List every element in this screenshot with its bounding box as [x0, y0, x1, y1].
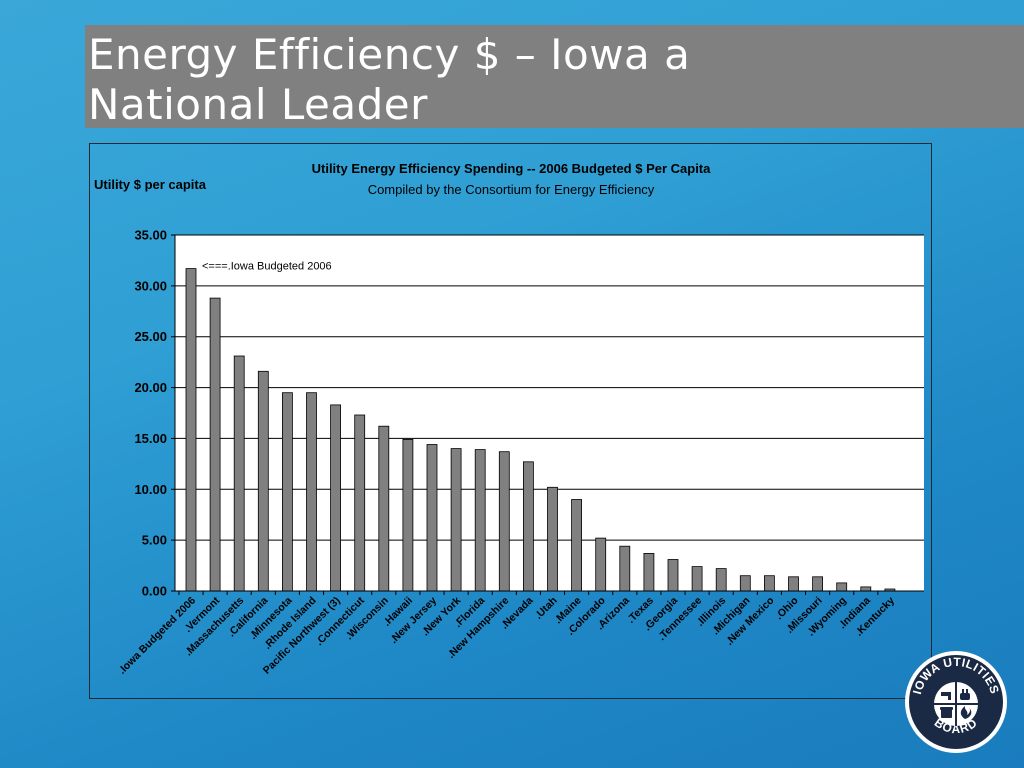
bar — [643, 552, 655, 592]
bar — [715, 568, 727, 592]
bar — [739, 575, 751, 592]
y-tick-label: 5.00 — [142, 533, 167, 548]
chart-annotation: <===.Iowa Budgeted 2006 — [202, 261, 332, 273]
y-tick-label: 35.00 — [134, 228, 167, 243]
y-tick-label: 20.00 — [134, 380, 167, 395]
chart-svg: Utility Energy Efficiency Spending -- 20… — [94, 161, 924, 677]
y-tick-label: 0.00 — [142, 584, 167, 599]
bar — [667, 559, 679, 592]
bar — [474, 449, 486, 592]
bar — [257, 370, 269, 592]
bar — [354, 414, 366, 592]
bar — [764, 575, 775, 592]
bar — [812, 576, 823, 592]
bar — [498, 451, 510, 592]
bar — [233, 355, 245, 592]
bar — [330, 404, 342, 592]
bar — [281, 392, 293, 592]
bar — [619, 545, 631, 592]
y-tick-label: 25.00 — [134, 329, 167, 344]
bar — [209, 297, 221, 592]
y-tick-label: 10.00 — [134, 482, 167, 497]
bar — [595, 537, 607, 592]
bar — [450, 448, 462, 592]
y-axis-label: Utility $ per capita — [94, 177, 207, 192]
bar — [306, 392, 317, 592]
x-tick-label: .Iowa Budgeted 2006 — [116, 595, 198, 677]
y-tick-label: 15.00 — [134, 431, 167, 446]
bar — [836, 582, 848, 592]
telephone-icon — [940, 707, 953, 718]
bar — [571, 499, 583, 592]
slide-title: Energy Efficiency $ – Iowa a National Le… — [88, 30, 848, 130]
y-tick-labels: 0.00 5.00 10.00 15.00 20.00 25.00 30.00 35.00 — [134, 228, 167, 599]
chart-title: Utility Energy Efficiency Spending -- 20… — [312, 161, 712, 176]
bar — [185, 268, 197, 592]
bar — [522, 461, 534, 592]
slide-title-line1: Energy Efficiency $ – Iowa a — [88, 30, 691, 79]
bar — [547, 486, 558, 592]
iowa-utilities-board-logo: IOWA UTILITIES BOARD — [905, 651, 1007, 753]
title-bar — [85, 25, 1024, 128]
faucet-icon — [941, 692, 951, 700]
bar — [426, 444, 438, 592]
bar — [402, 438, 414, 592]
bars — [178, 268, 896, 595]
bar — [378, 425, 390, 592]
chart-frame: Utility Energy Efficiency Spending -- 20… — [89, 143, 932, 699]
flame-icon — [960, 706, 972, 719]
plug-icon — [960, 689, 970, 700]
bar — [860, 586, 872, 592]
bar — [788, 576, 799, 592]
bar — [691, 566, 703, 592]
chart-subtitle: Compiled by the Consortium for Energy Ef… — [368, 182, 655, 197]
y-tick-label: 30.00 — [134, 278, 167, 293]
slide-title-line2: National Leader — [88, 80, 428, 129]
x-tick-labels: .Iowa Budgeted 2006.Vermont.Massachusett… — [116, 594, 897, 676]
